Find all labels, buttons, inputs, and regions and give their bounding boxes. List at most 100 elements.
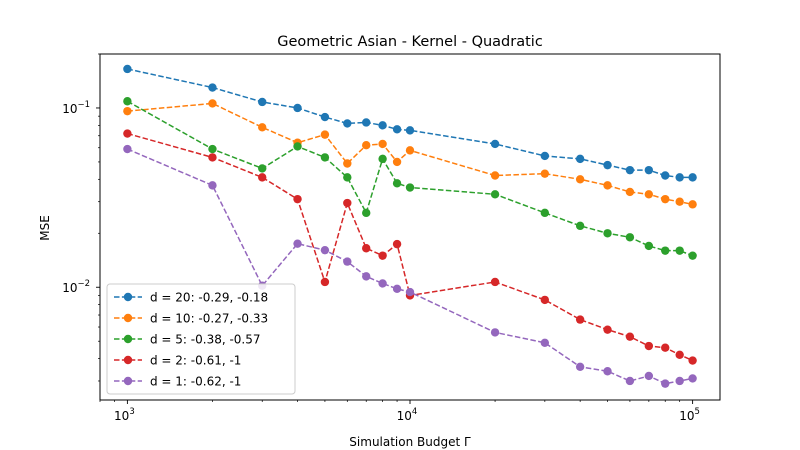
data-point (688, 374, 697, 383)
data-point (490, 277, 500, 287)
data-point (540, 338, 550, 347)
data-point (540, 169, 550, 178)
data-point (603, 160, 612, 170)
data-point (320, 112, 330, 122)
x-tick-label: 105 (679, 407, 700, 423)
data-point (405, 146, 415, 155)
data-point (644, 165, 654, 175)
y-axis-label: MSE (38, 215, 52, 241)
data-point (625, 187, 635, 197)
data-point (392, 239, 402, 249)
data-point (320, 245, 330, 255)
data-point (661, 246, 670, 255)
data-point (362, 118, 371, 127)
data-point (392, 284, 402, 294)
data-point (603, 229, 612, 238)
legend-item: d = 1: -0.62, -1 (114, 375, 241, 389)
data-point (688, 251, 697, 260)
legend-label: d = 10: -0.27, -0.33 (150, 312, 268, 326)
data-point (490, 171, 500, 180)
data-point (343, 159, 352, 168)
data-point (123, 144, 132, 154)
data-point (293, 239, 302, 248)
data-point (293, 103, 302, 113)
data-point (123, 64, 132, 74)
data-point (688, 200, 697, 209)
legend-item: d = 10: -0.27, -0.33 (114, 312, 268, 326)
data-point (343, 198, 352, 208)
legend-item: d = 5: -0.38, -0.57 (114, 333, 261, 347)
legend-marker (123, 334, 133, 344)
legend-item: d = 2: -0.61, -1 (114, 354, 241, 368)
data-point (362, 244, 371, 253)
data-point (320, 130, 330, 139)
data-point (540, 151, 550, 161)
data-point (688, 356, 697, 365)
data-point (661, 343, 670, 352)
data-point (540, 295, 550, 305)
data-point (644, 241, 654, 251)
data-point (208, 153, 217, 162)
data-point (675, 376, 684, 386)
data-point (320, 153, 330, 162)
data-point (661, 194, 670, 204)
data-point (575, 221, 585, 231)
legend: d = 20: -0.29, -0.18 d = 10: -0.27, -0.33… (106, 283, 296, 395)
data-point (675, 173, 684, 182)
data-point (625, 332, 635, 341)
data-point (258, 97, 267, 107)
legend-label: d = 5: -0.38, -0.57 (150, 333, 261, 347)
data-point (258, 123, 267, 132)
data-point (661, 171, 670, 180)
data-point (343, 119, 352, 128)
data-point (603, 181, 612, 190)
data-point (661, 379, 670, 388)
data-point (575, 175, 585, 184)
data-point (208, 83, 217, 92)
chart-title: Geometric Asian - Kernel - Quadratic (277, 34, 543, 50)
data-point (392, 157, 402, 167)
legend-item: d = 20: -0.29, -0.18 (114, 291, 268, 305)
data-point (625, 233, 635, 242)
data-point (688, 173, 697, 182)
x-axis-label: Simulation Budget Γ (349, 435, 471, 449)
data-point (625, 376, 635, 386)
data-point (392, 125, 402, 134)
data-point (362, 272, 371, 281)
data-point (644, 371, 654, 381)
data-point (258, 164, 267, 173)
data-point (603, 367, 612, 376)
data-point (378, 251, 387, 260)
y-tick-label: 10−1 (62, 100, 90, 116)
legend-box (106, 283, 296, 395)
legend-marker (123, 376, 133, 386)
data-point (490, 328, 500, 337)
data-point (320, 277, 330, 287)
data-point (644, 190, 654, 199)
data-point (625, 165, 635, 175)
data-point (343, 173, 352, 182)
data-point (540, 208, 550, 218)
data-point (575, 315, 585, 324)
legend-marker (123, 355, 133, 365)
x-tick-label: 104 (397, 407, 418, 423)
data-point (378, 279, 387, 288)
data-point (675, 197, 684, 206)
data-point (405, 126, 415, 135)
data-point (675, 246, 684, 255)
legend-label: d = 20: -0.29, -0.18 (150, 291, 268, 305)
series-1 (123, 64, 697, 182)
x-tick-label: 103 (114, 407, 135, 423)
data-point (378, 154, 387, 164)
data-point (293, 194, 302, 204)
data-point (378, 139, 387, 149)
data-point (362, 140, 371, 150)
data-point (378, 121, 387, 130)
data-point (208, 144, 217, 154)
data-point (293, 142, 302, 151)
y-tick-label: 10−2 (62, 279, 90, 295)
data-point (362, 208, 371, 218)
data-point (490, 139, 500, 149)
data-point (258, 173, 267, 182)
